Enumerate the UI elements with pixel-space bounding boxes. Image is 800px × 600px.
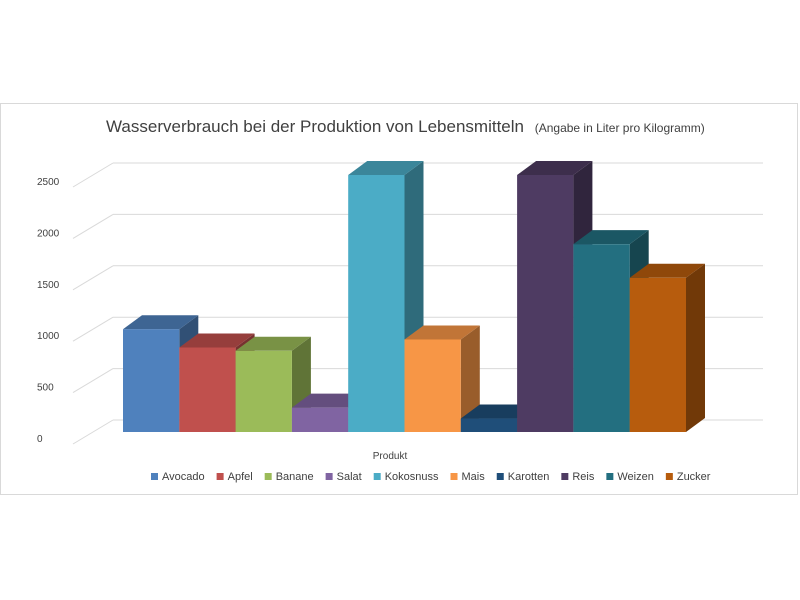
- legend-swatch: [496, 473, 504, 480]
- bar-side: [686, 263, 705, 432]
- gridline-diagonal: [72, 213, 114, 239]
- legend-label: Karotten: [508, 471, 550, 483]
- bar-top: [404, 325, 480, 340]
- chart-frame: Wasserverbrauch bei der Produktion von L…: [0, 103, 798, 495]
- bar-mais: [404, 325, 480, 432]
- legend-swatch: [606, 473, 614, 480]
- bar-front: [291, 407, 349, 432]
- legend-item: Banane: [264, 471, 314, 483]
- y-tick-label: 2500: [37, 177, 60, 188]
- legend-swatch: [151, 473, 158, 480]
- bar-front: [235, 350, 292, 432]
- bar-front: [123, 329, 180, 432]
- legend: Avocado Apfel Banane Salat Kokosnuss Mais Karo…: [151, 471, 711, 483]
- x-axis-title: Produkt: [373, 451, 408, 462]
- legend-swatch: [561, 473, 569, 480]
- legend-label: Kokosnuss: [385, 471, 439, 483]
- chart-title: Wasserverbrauch bei der Produktion von L…: [106, 117, 705, 136]
- bar-apfel: [179, 333, 255, 432]
- gridline-diagonal: [72, 419, 114, 445]
- legend-label: Reis: [572, 471, 595, 483]
- legend-swatch: [373, 473, 381, 480]
- legend-swatch: [665, 473, 673, 480]
- y-tick-label: 0: [37, 434, 43, 445]
- y-tick-label: 500: [37, 383, 54, 394]
- legend-label: Salat: [337, 471, 362, 483]
- legend-item: Kokosnuss: [373, 471, 439, 483]
- bar-top: [517, 161, 593, 175]
- legend-item: Zucker: [665, 471, 711, 483]
- legend-item: Reis: [561, 471, 595, 483]
- bar-front: [573, 244, 630, 432]
- bar-top: [123, 315, 199, 330]
- y-tick-label: 1500: [37, 280, 60, 291]
- bar-front: [629, 277, 686, 432]
- bar-top: [629, 263, 705, 278]
- legend-label: Banane: [276, 471, 314, 483]
- bars: [123, 161, 705, 432]
- bar-chart: Wasserverbrauch bei der Produktion von L…: [37, 117, 763, 483]
- bar-zucker: [629, 263, 705, 432]
- legend-swatch: [325, 473, 333, 480]
- y-axis-ticks: 0 500 1000 1500 2000 2500: [37, 177, 60, 445]
- legend-item: Karotten: [496, 471, 550, 483]
- gridline-diagonal: [72, 162, 114, 188]
- legend-swatch: [216, 473, 224, 480]
- legend-item: Salat: [325, 471, 362, 483]
- gridline-diagonal: [72, 265, 114, 291]
- gridline-diagonal: [72, 316, 114, 342]
- bar-front: [517, 175, 574, 432]
- bar-side: [460, 325, 480, 432]
- legend-item: Weizen: [606, 471, 654, 483]
- chart-subtitle: (Angabe in Liter pro Kilogramm): [535, 121, 705, 135]
- gridline-diagonal: [72, 368, 114, 394]
- bar-front: [460, 418, 518, 432]
- legend-swatch: [264, 473, 272, 480]
- legend-label: Mais: [462, 471, 486, 483]
- bar-top: [235, 336, 311, 351]
- bar-front: [404, 339, 461, 432]
- legend-item: Avocado: [151, 471, 205, 483]
- bar-front: [179, 347, 236, 432]
- bar-top: [573, 230, 649, 245]
- y-tick-label: 1000: [37, 331, 60, 342]
- legend-label: Weizen: [617, 471, 653, 483]
- chart-title-main: Wasserverbrauch bei der Produktion von L…: [106, 117, 524, 136]
- legend-label: Apfel: [228, 471, 253, 483]
- legend-item: Mais: [450, 471, 486, 483]
- bar-front: [348, 175, 405, 432]
- y-tick-label: 2000: [37, 228, 60, 239]
- legend-label: Zucker: [677, 471, 711, 483]
- legend-label: Avocado: [162, 471, 205, 483]
- legend-swatch: [450, 473, 458, 480]
- legend-item: Apfel: [216, 471, 253, 483]
- bar-top: [348, 161, 424, 175]
- bar-top: [179, 333, 255, 348]
